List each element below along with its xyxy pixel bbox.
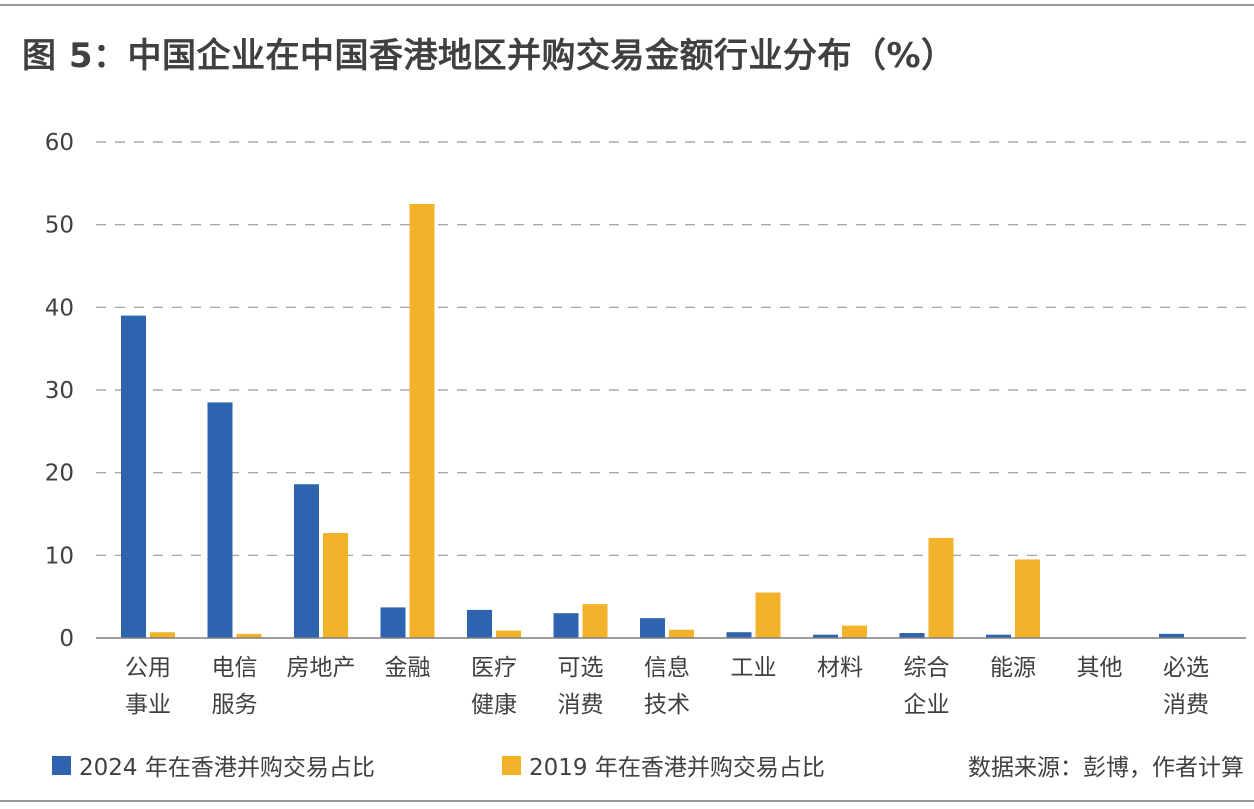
gridlines: [96, 141, 1246, 556]
bar-2024: [294, 484, 319, 638]
bar-2019: [1015, 559, 1040, 638]
bar-2019: [928, 537, 954, 638]
bar-2019: [150, 632, 175, 638]
bar-2024: [380, 607, 406, 638]
legend-item-2024: 2024 年在香港并购交易占比: [52, 748, 375, 782]
bar-2019: [669, 629, 694, 638]
x-category-label: 技术: [644, 692, 690, 718]
bar-2024: [640, 618, 665, 638]
legend-label-2019: 2019 年在香港并购交易占比: [529, 755, 825, 781]
chart-title: 图 5：中国企业在中国香港地区并购交易金额行业分布（%）: [22, 36, 956, 76]
bar-2024: [467, 609, 492, 638]
x-category-label: 公用: [125, 655, 171, 681]
legend-swatch-2024: [52, 755, 71, 775]
bar-2024: [726, 632, 752, 638]
y-tick-label: 60: [45, 130, 74, 156]
bar-2019: [409, 204, 435, 638]
bar-2024: [553, 613, 579, 638]
x-category-label: 金融: [385, 655, 431, 681]
y-tick-label: 40: [45, 295, 74, 321]
x-category-label: 消费: [1163, 692, 1209, 718]
x-category-label: 工业: [731, 655, 777, 681]
x-category-label: 健康: [471, 692, 517, 718]
y-tick-label: 20: [45, 461, 74, 487]
bottom-rule: [0, 800, 1254, 802]
x-category-label: 其他: [1077, 655, 1123, 681]
x-category-label: 医疗: [471, 655, 517, 681]
bar-2024: [207, 402, 233, 638]
bars: [121, 204, 1184, 638]
x-category-label: 服务: [212, 692, 258, 718]
y-tick-label: 30: [45, 378, 74, 404]
bar-2024: [121, 315, 146, 638]
bar-2024: [813, 634, 838, 638]
bar-2019: [496, 630, 521, 638]
x-category-label: 事业: [125, 692, 171, 718]
x-category-label: 可选: [558, 655, 604, 681]
y-tick-label: 10: [45, 543, 74, 569]
x-category-label: 消费: [558, 692, 604, 718]
bar-2024: [986, 634, 1011, 638]
bar-2024: [1159, 633, 1184, 638]
x-category-label: 能源: [990, 655, 1036, 681]
legend-item-2019: 2019 年在香港并购交易占比: [502, 748, 825, 782]
bar-2019: [323, 533, 348, 638]
x-category-label: 房地产: [287, 655, 356, 681]
y-tick-label: 50: [45, 213, 74, 239]
x-category-label: 信息: [644, 655, 690, 681]
bar-2019: [755, 592, 781, 638]
x-category-label: 电信: [212, 655, 258, 681]
bar-2019: [582, 604, 608, 638]
x-category-label: 必选: [1163, 655, 1209, 681]
y-axis-ticks: 0 10 20 30 40 50 60: [45, 130, 74, 652]
data-source-note: 数据来源：彭博，作者计算: [968, 755, 1244, 781]
legend-label-2024: 2024 年在香港并购交易占比: [79, 755, 375, 781]
top-rule: [0, 4, 1254, 6]
y-tick-label: 0: [59, 626, 74, 652]
bar-2019: [842, 625, 867, 638]
legend-swatch-2019: [502, 755, 521, 775]
bar-2019: [236, 633, 262, 638]
x-category-label: 材料: [817, 655, 863, 681]
x-category-label: 综合: [904, 655, 950, 681]
bar-2024: [899, 633, 925, 638]
x-category-label: 企业: [904, 692, 950, 718]
